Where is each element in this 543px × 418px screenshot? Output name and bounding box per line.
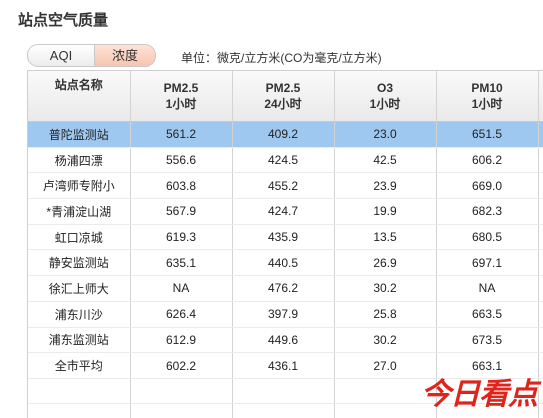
cell-extra (538, 301, 543, 328)
header-sublabel: 24小时 (264, 97, 302, 111)
cell-pm10-1h: 669.0 (436, 172, 539, 200)
cell-station: 静安监测站 (28, 249, 131, 277)
cell-pm25-24h: 440.5 (232, 249, 335, 277)
cell-extra (538, 352, 543, 379)
table-row[interactable]: 全市平均 602.2 436.1 27.0 663.1 (28, 352, 543, 379)
header-label: PM2.5 (265, 81, 301, 95)
cell-extra (538, 224, 543, 251)
cell-o3-1h: 23.0 (334, 121, 437, 148)
table-row[interactable]: 杨浦四漂 556.6 424.5 42.5 606.2 (28, 147, 543, 174)
cell-pm25-24h: 424.5 (232, 147, 335, 174)
cell-station: 普陀监测站 (28, 121, 131, 148)
header-label: PM2.5 (163, 81, 199, 95)
cell-station: 卢湾师专附小 (28, 172, 131, 200)
cell-pm10-1h: 680.5 (436, 224, 539, 251)
unit-note: 单位：微克/立方米(CO为毫克/立方米) (181, 51, 382, 65)
tab-aqi[interactable]: AQI (27, 44, 95, 67)
cell-pm10-1h: 697.1 (436, 249, 539, 277)
cell-pm25-24h: 409.2 (232, 121, 335, 148)
watermark-logo: 今日看点 (421, 378, 538, 411)
cell-station: *青浦淀山湖 (28, 198, 131, 225)
table-row[interactable]: 静安监测站 635.1 440.5 26.9 697.1 (28, 249, 543, 277)
cell-extra (538, 198, 543, 225)
table-header-row: 站点名称 PM2.5 1小时 PM2.5 24小时 O3 1小时 PM10 1小… (28, 71, 543, 122)
cell-pm25-1h: 612.9 (130, 327, 233, 354)
header-station[interactable]: 站点名称 (28, 71, 131, 122)
cell-extra (538, 249, 543, 277)
cell-pm25-24h: 455.2 (232, 172, 335, 200)
cell-o3-1h: 27.0 (334, 352, 437, 379)
cell-station: 浦东监测站 (28, 327, 131, 354)
cell-pm25-1h: 561.2 (130, 121, 233, 148)
cell-pm10-1h: 682.3 (436, 198, 539, 225)
cell-pm25-1h: 556.6 (130, 147, 233, 174)
cell-o3-1h: 23.9 (334, 172, 437, 200)
table-row[interactable]: 浦东川沙 626.4 397.9 25.8 663.5 (28, 301, 543, 328)
cell-station: 虹口凉城 (28, 224, 131, 251)
cell-pm10-1h: NA (436, 275, 539, 302)
cell-pm25-1h: 603.8 (130, 172, 233, 200)
cell-pm25-1h: 602.2 (130, 352, 233, 379)
cell-pm25-1h: 626.4 (130, 301, 233, 328)
cell-o3-1h: 13.5 (334, 224, 437, 251)
cell-pm25-24h: 476.2 (232, 275, 335, 302)
cell-o3-1h: 26.9 (334, 249, 437, 277)
table-row[interactable]: *青浦淀山湖 567.9 424.7 19.9 682.3 (28, 198, 543, 225)
header-label: PM10 (471, 81, 503, 95)
air-quality-table: 站点名称 PM2.5 1小时 PM2.5 24小时 O3 1小时 PM10 1小… (27, 70, 543, 418)
header-sublabel: 1小时 (369, 97, 401, 111)
table-row-empty (28, 378, 543, 404)
cell-pm10-1h: 663.5 (436, 301, 539, 328)
cell-pm25-1h: 567.9 (130, 198, 233, 225)
table-row[interactable]: 卢湾师专附小 603.8 455.2 23.9 669.0 (28, 172, 543, 200)
header-o3-1h[interactable]: O3 1小时 (334, 71, 437, 122)
cell-station: 全市平均 (28, 352, 131, 379)
cell-pm25-24h: 449.6 (232, 327, 335, 354)
cell-o3-1h: 42.5 (334, 147, 437, 174)
cell-extra (538, 121, 543, 148)
table-row[interactable]: 浦东监测站 612.9 449.6 30.2 673.5 (28, 327, 543, 354)
cell-pm25-24h: 435.9 (232, 224, 335, 251)
cell-pm10-1h: 651.5 (436, 121, 539, 148)
header-label: O3 (376, 81, 393, 95)
header-station-label: 站点名称 (54, 78, 103, 92)
cell-pm10-1h: 606.2 (436, 147, 539, 174)
cell-o3-1h: 30.2 (334, 275, 437, 302)
page-title: 站点空气质量 (18, 12, 109, 29)
header-pm10-1h[interactable]: PM10 1小时 (436, 71, 539, 122)
cell-extra (538, 147, 543, 174)
cell-pm25-24h: 397.9 (232, 301, 335, 328)
cell-pm25-24h: 424.7 (232, 198, 335, 225)
tab-bar: AQI 浓度 (27, 44, 156, 67)
header-extra-column (538, 71, 543, 122)
cell-pm25-1h: 635.1 (130, 249, 233, 277)
cell-station: 徐汇上师大 (28, 275, 131, 302)
cell-pm25-24h: 436.1 (232, 352, 335, 379)
header-pm25-1h[interactable]: PM2.5 1小时 (130, 71, 233, 122)
cell-pm25-1h: 619.3 (130, 224, 233, 251)
table-row[interactable]: 虹口凉城 619.3 435.9 13.5 680.5 (28, 224, 543, 251)
table-row-empty (28, 403, 543, 418)
cell-o3-1h: 30.2 (334, 327, 437, 354)
cell-station: 杨浦四漂 (28, 147, 131, 174)
cell-pm10-1h: 663.1 (436, 352, 539, 379)
cell-extra (538, 172, 543, 200)
cell-pm10-1h: 673.5 (436, 327, 539, 354)
cell-pm25-1h: NA (130, 275, 233, 302)
table-row[interactable]: 普陀监测站 561.2 409.2 23.0 651.5 (28, 121, 543, 148)
cell-o3-1h: 19.9 (334, 198, 437, 225)
cell-station: 浦东川沙 (28, 301, 131, 328)
cell-extra (538, 327, 543, 354)
cell-o3-1h: 25.8 (334, 301, 437, 328)
header-sublabel: 1小时 (471, 97, 503, 111)
tab-concentration[interactable]: 浓度 (95, 44, 156, 67)
header-sublabel: 1小时 (165, 97, 197, 111)
header-pm25-24h[interactable]: PM2.5 24小时 (232, 71, 335, 122)
cell-extra (538, 275, 543, 302)
table-row[interactable]: 徐汇上师大 NA 476.2 30.2 NA (28, 275, 543, 302)
